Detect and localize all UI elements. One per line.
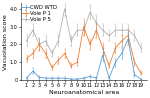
Y-axis label: Vacuolation score: Vacuolation score [3, 14, 8, 70]
Legend: CWD WTD, Vole P 1, Vole P 5: CWD WTD, Vole P 1, Vole P 5 [22, 5, 58, 22]
X-axis label: Neuroanatomical area: Neuroanatomical area [49, 90, 119, 95]
